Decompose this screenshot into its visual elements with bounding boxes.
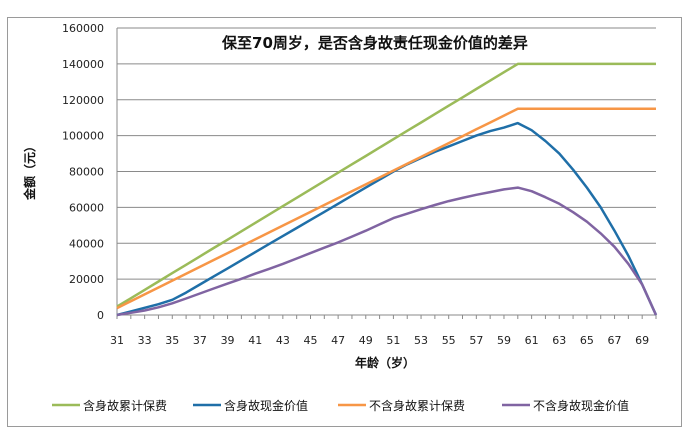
x-tick-label: 35 [165, 334, 179, 347]
x-tick-label: 55 [442, 334, 456, 347]
legend-label: 不含身故累计保费 [369, 398, 465, 413]
y-tick-label: 20000 [69, 273, 104, 286]
x-tick-label: 41 [248, 334, 262, 347]
x-tick-label: 59 [497, 334, 511, 347]
chart-title: 保至70周岁，是否含身故责任现金价值的差异 [221, 34, 528, 52]
x-tick-label: 31 [110, 334, 124, 347]
x-tick-label: 39 [221, 334, 235, 347]
x-tick-label: 33 [138, 334, 152, 347]
legend-label: 含身故现金价值 [224, 398, 308, 413]
x-tick-label: 65 [580, 334, 594, 347]
x-tick-label: 45 [303, 334, 317, 347]
x-tick-label: 61 [525, 334, 539, 347]
x-tick-label: 37 [193, 334, 207, 347]
series-line-0 [116, 62, 656, 308]
series-line-1 [116, 121, 658, 317]
x-tick-label: 53 [414, 334, 428, 347]
x-tick-label: 69 [635, 334, 649, 347]
chart-frame [7, 17, 682, 427]
x-tick-label: 63 [552, 334, 566, 347]
y-tick-label: 160000 [62, 22, 104, 35]
y-tick-label: 40000 [69, 237, 104, 250]
y-tick-label: 120000 [62, 94, 104, 107]
y-tick-label: 60000 [69, 201, 104, 214]
y-tick-label: 80000 [69, 166, 104, 179]
x-tick-label: 51 [386, 334, 400, 347]
x-tick-label: 47 [331, 334, 345, 347]
series-line-2 [116, 107, 656, 310]
x-tick-label: 43 [276, 334, 290, 347]
legend-label: 含身故累计保费 [83, 398, 167, 413]
y-tick-label: 140000 [62, 58, 104, 71]
y-axis-label: 金额（元） [22, 140, 37, 201]
y-tick-label: 100000 [62, 130, 104, 143]
x-tick-label: 67 [608, 334, 622, 347]
y-tick-label: 0 [97, 309, 104, 322]
x-tick-label: 57 [469, 334, 483, 347]
series-line-3 [116, 186, 658, 317]
x-tick-label: 49 [359, 334, 373, 347]
x-axis-label: 年龄（岁） [355, 355, 415, 370]
legend-label: 不含身故现金价值 [533, 398, 629, 413]
